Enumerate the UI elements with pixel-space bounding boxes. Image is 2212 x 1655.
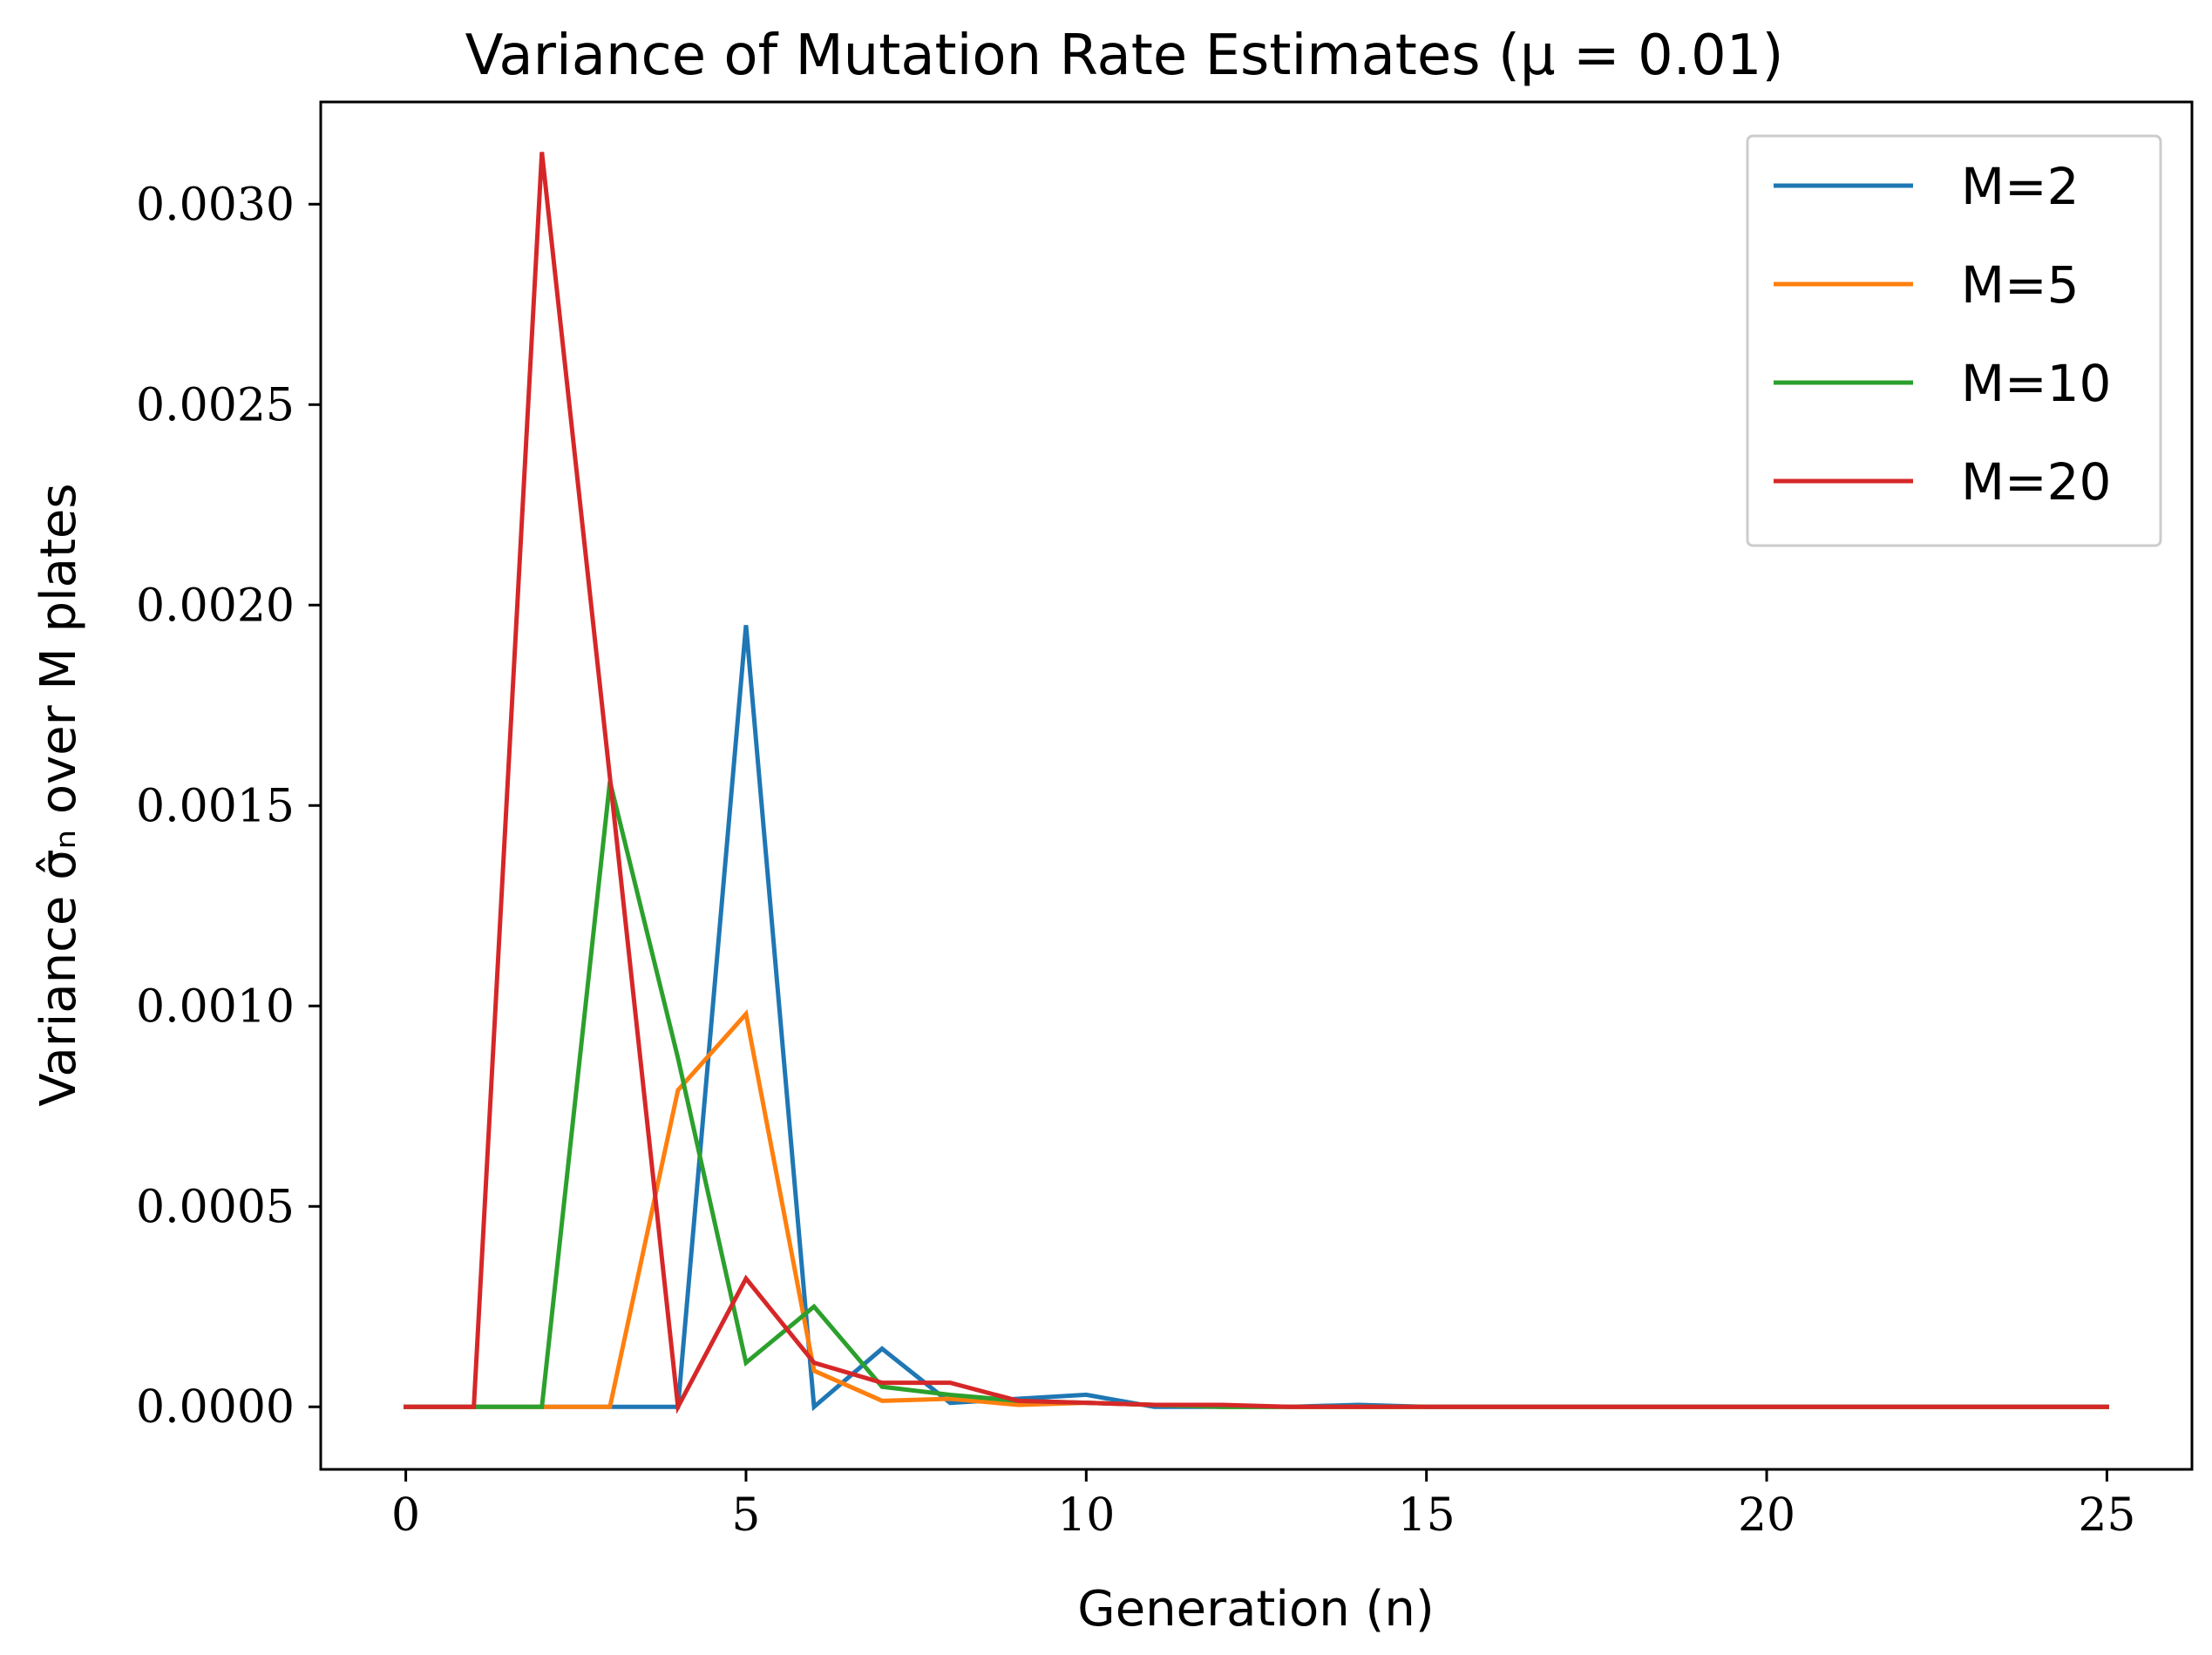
y-tick-label: 0.0030 — [136, 179, 295, 231]
legend: M=2 M=5 M=10 M=20 — [1746, 134, 2162, 547]
x-tick-label: 0 — [391, 1489, 420, 1542]
x-tick-label: 5 — [731, 1489, 760, 1542]
series-line-m-10 — [404, 781, 2109, 1409]
x-tick-label: 10 — [1057, 1489, 1115, 1542]
y-tick-label: 0.0015 — [136, 780, 295, 832]
y-tick-label: 0.0020 — [136, 580, 295, 632]
x-tick-label: 15 — [1398, 1489, 1455, 1542]
chart-title: Variance of Mutation Rate Estimates (μ =… — [465, 24, 1784, 88]
x-axis-label: Generation (n) — [1077, 1581, 1434, 1638]
y-tick-label: 0.0025 — [136, 379, 295, 431]
series-line-m-5 — [404, 1009, 2109, 1409]
legend-label: M=2 — [1961, 157, 2080, 216]
y-tick-label: 0.0010 — [136, 980, 295, 1033]
x-tick-label: 25 — [2078, 1489, 2135, 1542]
legend-frame — [1746, 134, 2162, 547]
plot-area — [404, 152, 2109, 1414]
series-line-m-2 — [404, 625, 2109, 1412]
x-tick-label: 20 — [1738, 1489, 1795, 1542]
legend-label: M=10 — [1961, 354, 2111, 413]
plot-frame — [319, 100, 2194, 1471]
y-axis: 0.0000 0.0005 0.0010 0.0015 0.0020 0.0025 0.00… — [136, 179, 321, 1434]
series-line-m-20 — [404, 152, 2109, 1414]
legend-label: M=20 — [1961, 452, 2111, 512]
legend-label: M=5 — [1961, 255, 2080, 315]
y-tick-label: 0.0000 — [136, 1381, 295, 1434]
y-tick-label: 0.0005 — [136, 1181, 295, 1233]
y-axis-label: Variance σ̂ₙ over M plates — [31, 483, 87, 1106]
x-axis: 0 5 10 15 20 25 — [391, 1469, 2135, 1542]
